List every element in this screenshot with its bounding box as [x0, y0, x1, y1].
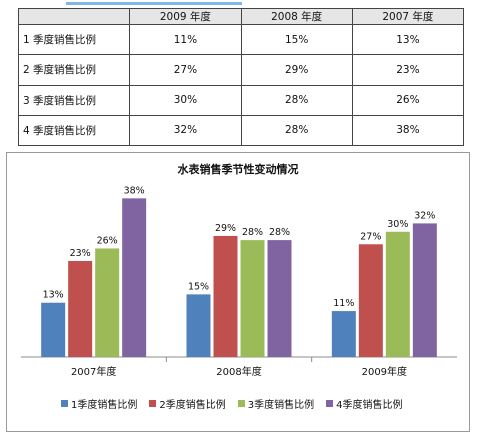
data-label: 15%: [188, 281, 209, 292]
chart-title: 水表销售季节性变动情况: [178, 162, 299, 176]
bar: [95, 248, 120, 357]
bar: [267, 240, 292, 357]
legend-item: 4季度销售比例: [326, 396, 403, 411]
row-label: 4 季度销售比例: [17, 114, 131, 147]
table-cell: 28%: [240, 84, 353, 116]
legend-item: 2季度销售比例: [149, 396, 226, 411]
bar-chart: 水表销售季节性变动情况 13% 23% 26% 38% 2007年度 15% 29% 28% 28…: [21, 162, 457, 378]
table-cell: 30%: [129, 84, 242, 116]
legend-item: 1季度销售比例: [61, 396, 137, 411]
legend-label: 3季度销售比例: [247, 399, 315, 411]
row-label: 3 季度销售比例: [17, 84, 131, 116]
legend-item: 3季度销售比例: [237, 396, 315, 411]
data-label: 11%: [333, 298, 354, 309]
legend-swatch: [61, 399, 68, 407]
bar: [41, 302, 66, 357]
data-label: 29%: [215, 223, 236, 234]
chart-legend: 1季度销售比例 2季度销售比例 3季度销售比例 4季度销售比例: [61, 396, 403, 411]
legend-swatch: [237, 399, 245, 407]
table-cell: 32%: [129, 114, 242, 147]
bar: [240, 240, 265, 357]
table-header-row: 2009 年度 2008 年度 2007 年度: [17, 8, 465, 25]
header-accent-line: [66, 2, 242, 5]
table-corner-cell: [17, 8, 131, 25]
chart-frame: 水表销售季节性变动情况 13% 23% 26% 38% 2007年度 15% 29% 28% 28…: [6, 152, 470, 432]
category-label: 2008年度: [216, 365, 261, 378]
row-label: 2 季度销售比例: [17, 54, 131, 86]
column-header-2009: 2009 年度: [129, 8, 242, 25]
data-label: 30%: [387, 219, 408, 230]
data-label: 26%: [97, 235, 118, 246]
data-label: 28%: [242, 227, 263, 238]
category-label: 2009年度: [362, 365, 407, 378]
legend-label: 1季度销售比例: [71, 399, 138, 411]
category-label: 2007年度: [71, 365, 116, 378]
bar: [412, 223, 437, 357]
table-cell: 15%: [240, 23, 353, 56]
data-label: 13%: [43, 290, 64, 301]
table-row: 4 季度销售比例 32% 28% 38%: [17, 114, 465, 147]
data-label: 23%: [70, 248, 91, 259]
table-row: 3 季度销售比例 30% 28% 26%: [17, 84, 465, 116]
table-cell: 28%: [240, 114, 353, 147]
table-cell: 26%: [351, 84, 465, 116]
data-label: 28%: [269, 227, 290, 238]
bar: [385, 231, 410, 357]
data-label: 38%: [124, 185, 145, 196]
column-header-2007: 2007 年度: [351, 8, 465, 25]
table-cell: 29%: [240, 54, 353, 86]
table-cell: 11%: [129, 23, 242, 56]
bar: [186, 294, 211, 357]
table-row: 2 季度销售比例 27% 29% 23%: [17, 54, 465, 86]
data-table: 2009 年度 2008 年度 2007 年度 1 季度销售比例 11% 15%…: [17, 8, 465, 147]
bar: [122, 198, 147, 357]
data-label: 32%: [414, 210, 435, 221]
legend-swatch: [326, 399, 334, 407]
table-cell: 38%: [351, 114, 465, 147]
legend-swatch: [149, 399, 157, 407]
table-cell: 13%: [351, 23, 465, 56]
table-cell: 27%: [129, 54, 242, 86]
bar: [358, 244, 383, 357]
row-label: 1 季度销售比例: [17, 23, 131, 56]
data-label: 27%: [360, 231, 381, 242]
table-row: 1 季度销售比例 11% 15% 13%: [17, 23, 465, 56]
table-cell: 23%: [351, 54, 465, 86]
column-header-2008: 2008 年度: [240, 8, 353, 25]
bar: [213, 235, 238, 357]
bar: [331, 311, 356, 357]
legend-label: 4季度销售比例: [336, 399, 403, 411]
bar: [68, 260, 93, 357]
legend-label: 2季度销售比例: [159, 399, 226, 411]
